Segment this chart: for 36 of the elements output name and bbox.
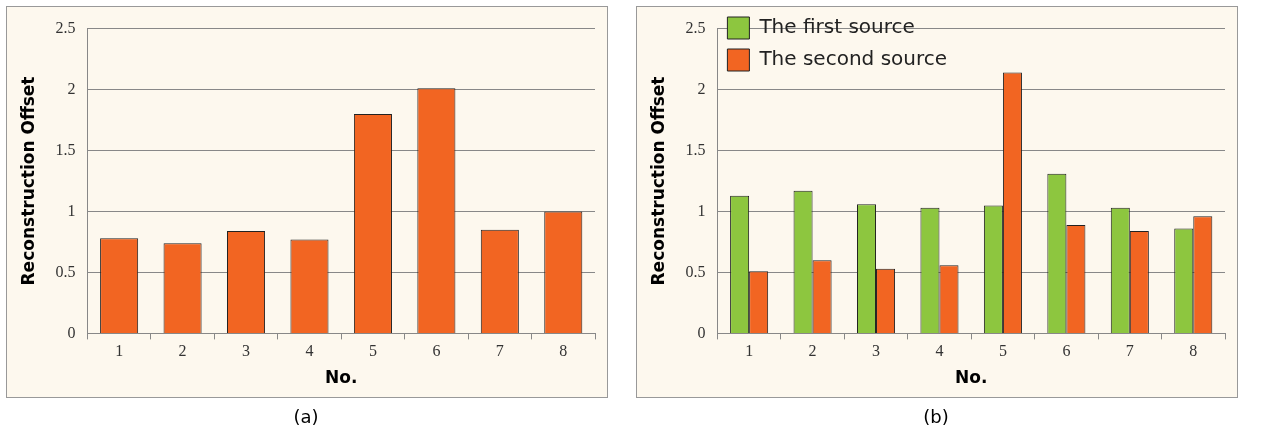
- y-tick-label: 0.5: [55, 262, 76, 280]
- y-tick-label: 2.5: [685, 18, 706, 36]
- x-tick-label: 1: [745, 342, 754, 360]
- y-tick-label: 2.5: [55, 18, 76, 36]
- x-tick-label: 8: [1189, 342, 1198, 360]
- legend-label: The first source: [758, 14, 915, 39]
- x-tick-label: 2: [178, 342, 187, 360]
- x-axis-title: No.: [955, 367, 988, 388]
- x-tick-label: 8: [559, 342, 568, 360]
- y-tick-label: 0: [67, 323, 76, 341]
- x-tick-label: 6: [432, 342, 441, 360]
- x-tick-label: 7: [495, 342, 504, 360]
- x-tick-label: 2: [808, 342, 817, 360]
- legend-label: The second source: [758, 46, 948, 71]
- x-tick-label: 4: [305, 342, 314, 360]
- x-tick-label: 4: [935, 342, 944, 360]
- y-tick-label: 2: [67, 79, 76, 97]
- x-axis-title: No.: [325, 367, 358, 388]
- x-tick-label: 7: [1125, 342, 1134, 360]
- x-tick-label: 3: [242, 342, 251, 360]
- y-tick-label: 0: [697, 323, 706, 341]
- y-axis-title: Reconstruction Offset: [647, 76, 668, 286]
- text: (a): [292, 406, 320, 427]
- y-tick-label: 1.5: [55, 140, 76, 158]
- text: (b): [922, 406, 950, 427]
- x-tick-label: 5: [368, 342, 377, 360]
- x-tick-label: 3: [872, 342, 881, 360]
- x-tick-label: 1: [115, 342, 124, 360]
- y-tick-label: 0.5: [685, 262, 706, 280]
- x-tick-label: 6: [1062, 342, 1071, 360]
- y-tick-label: 1: [67, 201, 76, 219]
- y-tick-label: 1.5: [685, 140, 706, 158]
- x-tick-label: 5: [998, 342, 1007, 360]
- y-axis-title: Reconstruction Offset: [17, 76, 38, 286]
- y-tick-label: 1: [697, 201, 706, 219]
- y-tick-label: 2: [697, 79, 706, 97]
